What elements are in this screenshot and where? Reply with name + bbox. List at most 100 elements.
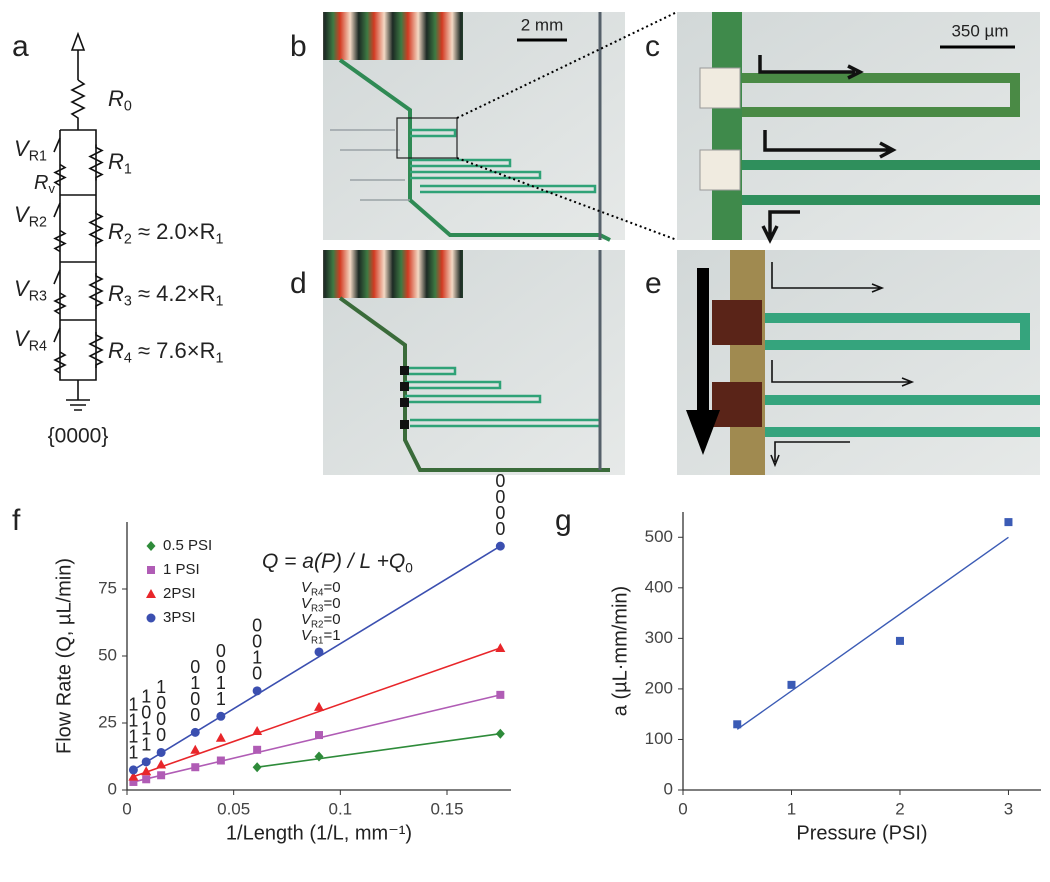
point [129, 777, 138, 786]
resistor-label: R1 [108, 149, 132, 178]
photo-b: 2 mm [323, 12, 625, 242]
text-part: ≈ 2.0×R [132, 219, 216, 244]
switch-label: VR4 [14, 326, 47, 355]
point [733, 720, 742, 729]
resistor-label: R3 ≈ 4.2×R1 [108, 281, 223, 310]
valve-resistor [53, 163, 67, 187]
legend-label: 0.5 PSI [163, 537, 212, 554]
state-label: VR1=1 [301, 627, 341, 646]
state-digit: 0 [156, 693, 166, 713]
point [787, 680, 796, 689]
state-digit: 0 [252, 616, 262, 636]
x-tick-label: 0 [678, 799, 687, 818]
scale-label: 350 µm [951, 21, 1008, 40]
point [216, 711, 226, 721]
point [142, 775, 151, 784]
y-tick-label: 0 [108, 779, 117, 798]
switch [53, 269, 61, 285]
axes [682, 512, 1041, 791]
text-part: V [14, 326, 31, 351]
state-digit: 1 [141, 735, 151, 755]
subscript: 1 [215, 350, 223, 366]
subscript: 1 [215, 293, 223, 309]
point [495, 541, 505, 551]
y-tick-label: 100 [645, 729, 673, 748]
subscript: v [48, 181, 55, 196]
resistor [88, 210, 104, 247]
state-digit: 1 [190, 673, 200, 693]
switch [53, 137, 61, 153]
state-digit: 1 [128, 727, 138, 747]
text-part: V [14, 136, 31, 161]
text-part: V [301, 579, 313, 596]
x-axis-title: Pressure (PSI) [796, 822, 927, 844]
point [1004, 518, 1013, 527]
x-tick-label: 0 [122, 799, 131, 818]
subscript: R3 [29, 288, 47, 304]
switch [53, 327, 61, 343]
state-digit: 1 [128, 695, 138, 715]
subscript: 3 [124, 293, 132, 309]
photo-e [677, 250, 1040, 475]
panel-label: a [12, 30, 29, 63]
legend-label: 1 PSI [163, 561, 200, 578]
point [141, 757, 151, 767]
state-label: VR4=0 [301, 579, 341, 598]
point [495, 642, 506, 652]
x-tick-label: 0.1 [329, 799, 353, 818]
x-tick-label: 3 [1004, 799, 1013, 818]
subscript: R4 [29, 338, 47, 354]
point [128, 771, 139, 781]
text-part: =0 [323, 579, 340, 596]
state-digit: 1 [141, 719, 151, 739]
state-digit: 0 [495, 487, 505, 507]
text-part: R [34, 172, 48, 194]
point [156, 747, 166, 757]
subscript: 0 [124, 98, 132, 114]
resistor-label: R2 ≈ 2.0×R1 [108, 219, 223, 248]
point [141, 766, 152, 776]
state-digit: 0 [495, 471, 505, 491]
point [252, 762, 262, 773]
legend-marker [146, 541, 156, 551]
point [253, 745, 262, 754]
photo-c: 350 µm [677, 12, 1040, 244]
text-part: V [301, 627, 313, 644]
resistor [88, 332, 104, 368]
subscript: R1 [29, 148, 47, 164]
subscript: R2 [311, 619, 323, 630]
point [215, 732, 226, 742]
state-digit: 1 [216, 689, 226, 709]
valve-resistor [53, 292, 67, 315]
point [190, 727, 200, 737]
state-digit: 0 [156, 725, 166, 745]
text-part: V [14, 276, 31, 301]
subscript: 4 [124, 350, 132, 366]
text-part: Q = a(P) / L +Q [262, 550, 405, 573]
state-digit: 1 [216, 673, 226, 693]
text-part: ≈ 4.2×R [132, 281, 216, 306]
subscript: R1 [311, 635, 323, 646]
resistor-label: R4 ≈ 7.6×R1 [108, 338, 223, 367]
subscript: R3 [311, 603, 323, 614]
state-digit: 0 [216, 641, 226, 661]
subscript: 2 [124, 231, 132, 247]
state-digit: 0 [190, 705, 200, 725]
valve-label: Rv [34, 172, 55, 196]
x-tick-label: 0.15 [430, 799, 463, 818]
point [157, 771, 166, 780]
zoom-line [456, 11, 678, 119]
panel-label: c [645, 30, 660, 63]
text-part: R [108, 86, 124, 111]
x-axis-title: 1/Length (1/L, mm⁻¹) [226, 822, 412, 844]
state-digit: 0 [252, 664, 262, 684]
state-label: {0000} [48, 425, 109, 448]
text-part: V [14, 202, 31, 227]
point [156, 759, 167, 769]
point [190, 744, 201, 754]
text-part: ≈ 7.6×R [132, 338, 216, 363]
point [252, 726, 263, 736]
point [314, 751, 324, 762]
state-digit: 1 [128, 743, 138, 763]
